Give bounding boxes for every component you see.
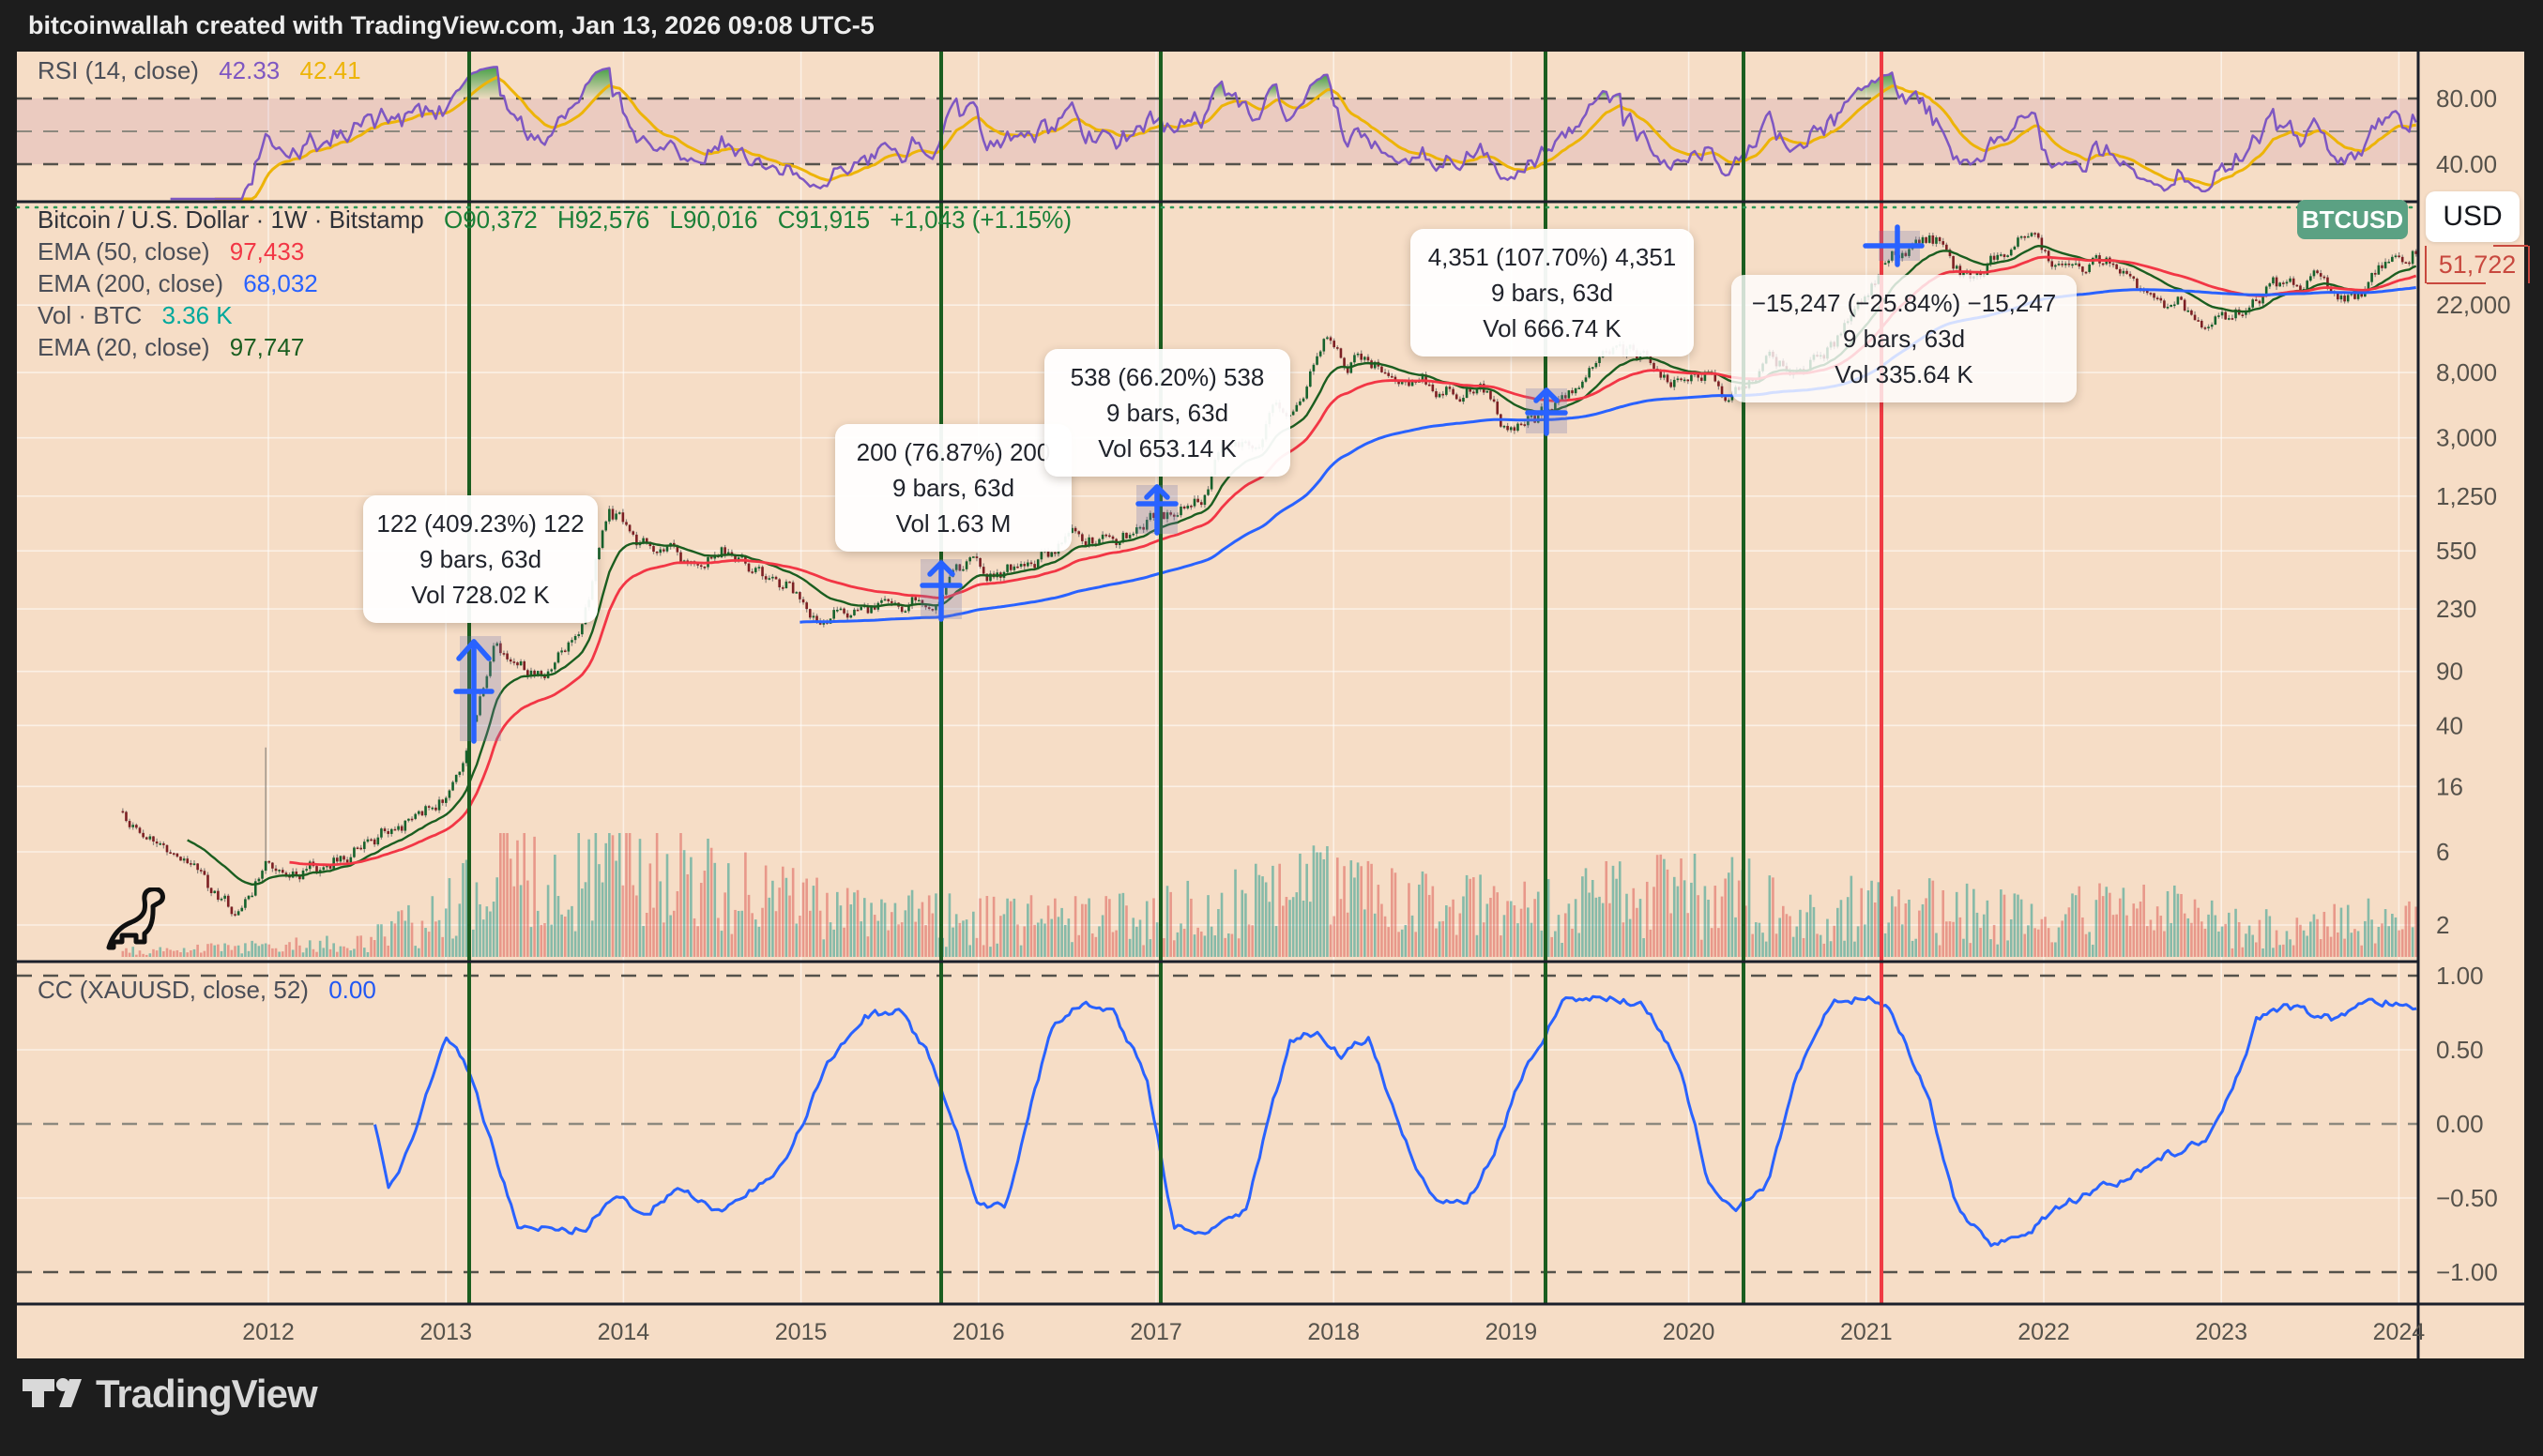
axis-tick-label: 8,000	[2436, 358, 2497, 387]
year-tick-label: 2013	[419, 1319, 472, 1345]
time-scale[interactable]	[17, 1304, 2418, 1358]
measurement-callout-1[interactable]: 122 (409.23%) 122 9 bars, 63d Vol 728.02…	[363, 495, 598, 623]
rsi-label: RSI (14, close)	[38, 56, 199, 84]
axis-tick-label: 40	[2436, 711, 2463, 739]
callout-line: 9 bars, 63d	[419, 545, 542, 573]
year-tick-label: 2021	[1840, 1319, 1893, 1345]
year-tick-label: 2016	[952, 1319, 1005, 1345]
year-tick-label: 2019	[1485, 1319, 1538, 1345]
measurement-callout-3[interactable]: 538 (66.20%) 538 9 bars, 63d Vol 653.14 …	[1044, 349, 1290, 477]
price-scale[interactable]	[2418, 52, 2524, 1304]
volume-value: 3.36 K	[161, 301, 233, 329]
axis-tick-label: 0.50	[2436, 1036, 2484, 1064]
indicator-legend-ema50[interactable]: EMA (50, close) 97,433	[38, 237, 304, 266]
rsi-value: 42.33	[219, 56, 281, 84]
axis-tick-label: 1.00	[2436, 962, 2484, 990]
symbol-legend[interactable]: Bitcoin / U.S. Dollar · 1W · Bitstamp O9…	[38, 205, 1072, 235]
cc-value: 0.00	[328, 976, 376, 1004]
currency-button[interactable]: USD	[2426, 191, 2520, 242]
callout-line: 9 bars, 63d	[1490, 279, 1614, 307]
axis-tick-label: 40.00	[2436, 150, 2497, 178]
ohlc-open: O90,372	[444, 205, 538, 234]
indicator-legend-ema20[interactable]: EMA (20, close) 97,747	[38, 333, 304, 362]
cc-legend[interactable]: CC (XAUUSD, close, 52) 0.00	[38, 976, 376, 1005]
callout-line: 9 bars, 63d	[1842, 325, 1966, 353]
ohlc-high: H92,576	[556, 205, 650, 234]
callout-line: 4,351 (107.70%) 4,351	[1427, 243, 1677, 271]
callout-line: 9 bars, 63d	[891, 474, 1015, 502]
callout-line: Vol 728.02 K	[411, 581, 550, 609]
rsi-legend[interactable]: RSI (14, close) 42.33 42.41	[38, 56, 361, 85]
indicator-legend-ema200[interactable]: EMA (200, close) 68,032	[38, 269, 318, 298]
symbol-title: Bitcoin / U.S. Dollar · 1W · Bitstamp	[38, 205, 424, 234]
volume-label: Vol · BTC	[38, 301, 143, 329]
ohlc-change: +1,043 (+1.15%)	[890, 205, 1072, 234]
cc-label: CC (XAUUSD, close, 52)	[38, 976, 309, 1004]
axis-tick-label: 80.00	[2436, 84, 2497, 113]
ema50-value: 97,433	[229, 237, 305, 265]
year-tick-label: 2018	[1307, 1319, 1360, 1345]
callout-line: Vol 335.64 K	[1835, 360, 1973, 388]
axis-tick-label: 550	[2436, 537, 2476, 565]
callout-line: 538 (66.20%) 538	[1070, 363, 1265, 391]
tradingview-logo[interactable]: TradingView	[21, 1372, 318, 1417]
ema200-label: EMA (200, close)	[38, 269, 223, 297]
measurement-callout-2[interactable]: 200 (76.87%) 200 9 bars, 63d Vol 1.63 M	[835, 424, 1072, 552]
axis-tick-label: 22,000	[2436, 291, 2511, 319]
dino-icon[interactable]	[103, 887, 171, 955]
year-tick-label: 2020	[1663, 1319, 1715, 1345]
year-tick-label: 2015	[775, 1319, 828, 1345]
brand-name: TradingView	[96, 1372, 318, 1416]
footer-bar: TradingView	[0, 1358, 2543, 1456]
year-tick-label: 2024	[2373, 1319, 2426, 1345]
chart-background	[17, 52, 2524, 1358]
axis-tick-label: 90	[2436, 658, 2463, 686]
callout-line: −15,247 (−25.84%) −15,247	[1751, 289, 2057, 317]
year-tick-label: 2023	[2195, 1319, 2247, 1345]
axis-tick-label: 6	[2436, 838, 2449, 866]
ema20-label: EMA (20, close)	[38, 333, 210, 361]
axis-tick-label: 1,250	[2436, 482, 2497, 510]
callout-line: 122 (409.23%) 122	[376, 509, 585, 538]
ema50-label: EMA (50, close)	[38, 237, 210, 265]
symbol-badge[interactable]: BTCUSD	[2297, 200, 2408, 239]
axis-tick-label: 230	[2436, 595, 2476, 623]
axis-tick-label: 16	[2436, 772, 2463, 800]
year-tick-label: 2014	[598, 1319, 650, 1345]
callout-line: Vol 1.63 M	[895, 509, 1012, 538]
ohlc-close: C91,915	[777, 205, 871, 234]
axis-tick-label: 3,000	[2436, 424, 2497, 452]
last-price-label: 51,722	[2425, 245, 2530, 284]
ohlc-low: L90,016	[669, 205, 758, 234]
callout-line: 200 (76.87%) 200	[856, 438, 1051, 466]
axis-tick-label: −0.50	[2436, 1184, 2498, 1212]
axis-tick-label: 0.00	[2436, 1110, 2484, 1138]
year-tick-label: 2012	[242, 1319, 295, 1345]
tradingview-mark-icon	[23, 1378, 82, 1407]
callout-line: 9 bars, 63d	[1105, 399, 1229, 427]
snapshot-title: bitcoinwallah created with TradingView.c…	[28, 11, 875, 39]
axis-tick-label: −1.00	[2436, 1258, 2498, 1286]
ema20-value: 97,747	[229, 333, 305, 361]
measurement-callout-5[interactable]: −15,247 (−25.84%) −15,247 9 bars, 63d Vo…	[1731, 275, 2077, 402]
ema200-value: 68,032	[243, 269, 318, 297]
axis-tick-label: 2	[2436, 911, 2449, 939]
callout-line: Vol 666.74 K	[1483, 314, 1622, 342]
callout-line: Vol 653.14 K	[1098, 434, 1237, 463]
rsi-ema-value: 42.41	[299, 56, 361, 84]
indicator-legend-volume[interactable]: Vol · BTC 3.36 K	[38, 301, 233, 330]
measurement-callout-4[interactable]: 4,351 (107.70%) 4,351 9 bars, 63d Vol 66…	[1410, 229, 1694, 356]
year-tick-label: 2022	[2018, 1319, 2070, 1345]
year-tick-label: 2017	[1130, 1319, 1182, 1345]
